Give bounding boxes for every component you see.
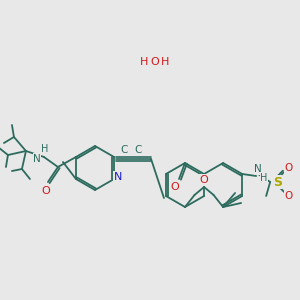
Text: O: O: [284, 191, 292, 201]
Text: O: O: [284, 163, 292, 173]
Text: H: H: [161, 57, 169, 67]
Text: H: H: [140, 57, 148, 67]
Text: S: S: [273, 176, 282, 188]
Text: O: O: [200, 175, 208, 185]
Text: C: C: [134, 145, 142, 155]
Text: C: C: [120, 145, 128, 155]
Text: H: H: [260, 173, 268, 183]
Text: O: O: [42, 186, 50, 196]
Text: H: H: [41, 144, 49, 154]
Text: O: O: [151, 57, 159, 67]
Text: N: N: [33, 154, 41, 164]
Text: N: N: [254, 164, 262, 174]
Text: O: O: [171, 182, 179, 192]
Text: N: N: [114, 172, 122, 182]
